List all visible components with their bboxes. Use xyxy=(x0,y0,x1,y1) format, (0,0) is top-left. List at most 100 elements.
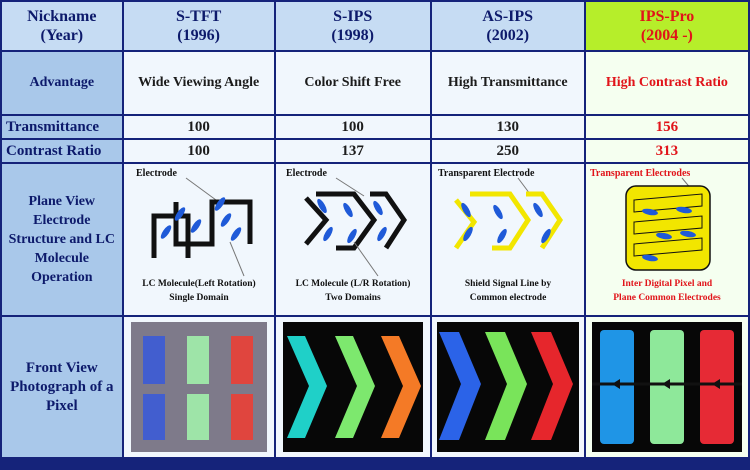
advantage-as-ips: High Transmittance xyxy=(431,52,584,114)
cyan-subpixel xyxy=(286,336,327,438)
s-tft-pixel-photo xyxy=(130,322,267,452)
electrode-shape xyxy=(315,191,377,251)
lc-molecule xyxy=(190,219,201,233)
transmittance-label: Transmittance xyxy=(2,116,122,138)
blue-subpixels xyxy=(142,336,165,440)
lc-molecule xyxy=(492,204,503,220)
photo-as-ips xyxy=(431,317,584,457)
lc-molecule xyxy=(342,202,353,218)
as-ips-electrode-diagram: Transparent Electrode Shield Signal Line… xyxy=(438,168,563,303)
leader-line xyxy=(335,177,364,197)
row-label-nickname: Nickname (Year) xyxy=(2,2,122,50)
lc-molecule xyxy=(641,254,658,262)
electrode-shape xyxy=(173,199,253,247)
contrast-as-ips: 250 xyxy=(431,140,584,162)
leader-line xyxy=(185,177,216,201)
lc-molecule xyxy=(462,226,473,242)
lc-molecule xyxy=(160,225,171,239)
electrode-label: Electrode xyxy=(136,168,177,179)
column-year: (1998) xyxy=(331,27,374,44)
lc-molecule xyxy=(376,226,387,242)
electrode-shape xyxy=(151,213,191,258)
finger-electrode xyxy=(633,237,703,257)
diagram-s-tft: Electrode LC Molecule(Left Rotation) Sin… xyxy=(123,164,274,315)
plane-view-row: Plane View Electrode Structure and LC Mo… xyxy=(2,164,748,315)
electrode-label: Electrode xyxy=(286,168,327,179)
column-name: IPS-Pro xyxy=(639,8,695,25)
subpixel xyxy=(142,336,165,384)
electrode-shape xyxy=(469,191,531,251)
electrode-shape xyxy=(525,191,563,250)
caption-line-2: Common electrode xyxy=(469,293,546,303)
caption-line-2: Single Domain xyxy=(169,293,229,303)
lc-molecule xyxy=(641,208,658,216)
advantage-ips-pro: High Contrast Ratio xyxy=(585,52,748,114)
contrast-row: Contrast Ratio 100 137 250 313 xyxy=(2,140,748,162)
leader-line xyxy=(517,177,531,195)
comparison-table: Nickname (Year) S-TFT (1996) S-IPS (1998… xyxy=(2,2,748,457)
photo-s-tft xyxy=(123,317,274,457)
lc-molecule xyxy=(532,202,543,218)
s-tft-electrode-diagram: Electrode LC Molecule(Left Rotation) Sin… xyxy=(136,168,256,303)
photo-ips-pro xyxy=(585,317,748,457)
lc-molecule xyxy=(346,228,357,244)
subpixel xyxy=(230,336,253,384)
lc-molecule xyxy=(496,228,507,244)
header-row: Nickname (Year) S-TFT (1996) S-IPS (1998… xyxy=(2,2,748,50)
green-subpixels xyxy=(186,336,209,440)
plane-view-label: Plane View Electrode Structure and LC Mo… xyxy=(2,164,122,315)
plane-view-label-text: Plane View Electrode Structure and LC Mo… xyxy=(8,194,115,285)
lc-molecule xyxy=(372,200,383,216)
advantage-row: Advantage Wide Viewing Angle Color Shift… xyxy=(2,52,748,114)
caption-line-1: LC Molecule (L/R Rotation) xyxy=(295,278,410,289)
subpixel xyxy=(186,336,209,384)
caption-line-2: Two Domains xyxy=(325,293,381,303)
red-subpixels xyxy=(230,336,253,440)
diagram-as-ips: Transparent Electrode Shield Signal Line… xyxy=(431,164,584,315)
front-view-row: Front View Photograph of a Pixel xyxy=(2,317,748,457)
lc-molecule xyxy=(540,228,551,244)
s-ips-electrode-diagram: Electrode LC Molecule (L/R Rotation) Two… xyxy=(286,168,410,303)
caption-line-1: Inter Digital Pixel and xyxy=(622,279,713,289)
lc-molecule xyxy=(322,226,333,242)
transmittance-as-ips: 130 xyxy=(431,116,584,138)
electrode-shape xyxy=(369,191,407,250)
diagram-ips-pro: Transparent Electrodes Inter Digital Pix… xyxy=(585,164,748,315)
column-year: (1996) xyxy=(177,27,220,44)
transmittance-ips-pro: 156 xyxy=(585,116,748,138)
advantage-s-tft: Wide Viewing Angle xyxy=(123,52,274,114)
header-ips-pro: IPS-Pro (2004 -) xyxy=(585,2,748,50)
header-s-ips: S-IPS (1998) xyxy=(275,2,430,50)
column-year: (2002) xyxy=(486,27,530,44)
finger-electrode xyxy=(633,215,703,235)
lc-molecule xyxy=(214,197,225,211)
front-view-label: Front View Photograph of a Pixel xyxy=(2,317,122,457)
ips-pro-pixel-photo xyxy=(591,322,742,452)
electrode-shape xyxy=(303,196,329,246)
contrast-ips-pro: 313 xyxy=(585,140,748,162)
caption-line-2: Plane Common Electrodes xyxy=(613,293,721,303)
transmittance-s-tft: 100 xyxy=(123,116,274,138)
caption-line-1: Shield Signal Line by xyxy=(465,279,552,289)
leader-line xyxy=(229,241,245,277)
electrode-label: Transparent Electrode xyxy=(438,168,535,179)
lc-molecule xyxy=(655,232,672,240)
electrode-label: Transparent Electrodes xyxy=(590,168,690,179)
contrast-label: Contrast Ratio xyxy=(2,140,122,162)
column-name: AS-IPS xyxy=(482,8,534,25)
s-ips-pixel-photo xyxy=(282,322,423,452)
header-s-tft: S-TFT (1996) xyxy=(123,2,274,50)
leader-line xyxy=(353,241,379,277)
green-subpixel xyxy=(334,336,375,438)
header-as-ips: AS-IPS (2002) xyxy=(431,2,584,50)
lc-molecule xyxy=(675,206,692,214)
blue-subpixel xyxy=(438,332,481,440)
ips-pro-electrode-diagram: Transparent Electrodes Inter Digital Pix… xyxy=(590,168,721,303)
subpixel xyxy=(142,394,165,440)
column-name: S-IPS xyxy=(333,8,373,25)
advantage-s-ips: Color Shift Free xyxy=(275,52,430,114)
contrast-s-ips: 137 xyxy=(275,140,430,162)
lc-molecule xyxy=(174,207,185,221)
column-name: S-TFT xyxy=(175,8,222,25)
